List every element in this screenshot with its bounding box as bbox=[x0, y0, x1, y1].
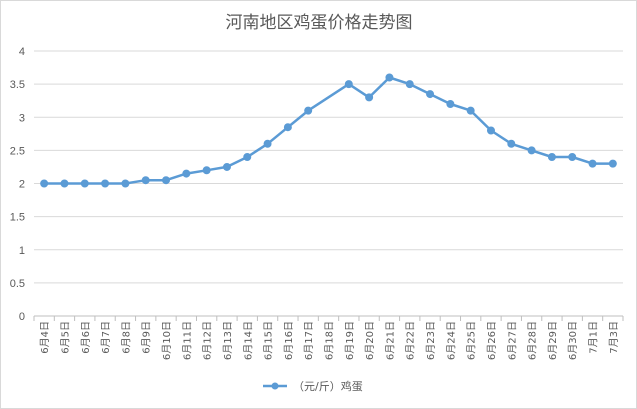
x-tick-label: 6月13日 bbox=[222, 321, 234, 360]
y-tick-label: 1.5 bbox=[10, 212, 25, 224]
x-tick-label: 7月1日 bbox=[588, 321, 600, 354]
x-tick-label: 6月4日 bbox=[39, 321, 51, 354]
x-tick-label: 6月8日 bbox=[120, 321, 132, 354]
data-point bbox=[466, 106, 475, 115]
legend-swatch-marker bbox=[271, 382, 279, 390]
legend-label: （元/斤）鸡蛋 bbox=[293, 379, 363, 393]
x-tick-label: 6月27日 bbox=[506, 321, 518, 360]
data-point bbox=[446, 100, 455, 108]
data-point bbox=[60, 179, 69, 188]
data-point bbox=[121, 179, 130, 188]
y-tick-label: 0.5 bbox=[10, 278, 25, 290]
x-tick-label: 6月25日 bbox=[466, 321, 478, 360]
x-tick-label: 6月28日 bbox=[527, 321, 539, 360]
data-point bbox=[40, 179, 49, 188]
data-point bbox=[243, 153, 252, 161]
x-axis-ticks: 6月4日 6月5日 6月6日 6月7日 6月8日 6月9日 6月10日 6月11日 6月12日 6… bbox=[39, 321, 620, 360]
data-point bbox=[426, 90, 435, 99]
x-tick-label: 6月24日 bbox=[445, 321, 457, 360]
x-tick-label: 6月5日 bbox=[59, 321, 71, 354]
data-point bbox=[486, 126, 495, 135]
chart-title: 河南地区鸡蛋价格走势图 bbox=[226, 13, 413, 33]
x-tick-label: 6月26日 bbox=[486, 321, 498, 360]
series-layer bbox=[40, 73, 617, 188]
x-tick-label: 6月30日 bbox=[567, 321, 579, 360]
x-tick-label: 6月29日 bbox=[547, 321, 559, 360]
data-point bbox=[527, 146, 536, 155]
x-tick-label: 6月17日 bbox=[303, 321, 315, 360]
x-tick-label: 6月19日 bbox=[344, 321, 356, 360]
x-tick-label: 6月16日 bbox=[283, 321, 295, 360]
x-tick-label: 6月14日 bbox=[242, 321, 254, 360]
data-point bbox=[263, 139, 272, 148]
x-tick-label: 6月15日 bbox=[263, 321, 275, 360]
data-point bbox=[141, 176, 150, 185]
data-point bbox=[80, 179, 89, 188]
data-point bbox=[344, 80, 353, 89]
y-tick-label: 4 bbox=[19, 46, 25, 58]
gridlines bbox=[34, 50, 623, 284]
y-tick-label: 1 bbox=[19, 245, 25, 257]
data-point bbox=[547, 153, 556, 161]
series-line bbox=[42, 76, 615, 185]
data-point bbox=[588, 159, 597, 168]
x-tick-label: 6月7日 bbox=[100, 321, 112, 354]
data-point bbox=[385, 73, 394, 82]
x-tick-label: 6月23日 bbox=[425, 321, 437, 360]
y-tick-label: 2 bbox=[19, 179, 25, 191]
x-tick-label: 7月3日 bbox=[608, 321, 620, 354]
data-point bbox=[568, 153, 577, 161]
x-tick-label: 6月11日 bbox=[181, 321, 193, 360]
data-point bbox=[182, 169, 191, 178]
data-point bbox=[162, 176, 171, 185]
y-axis-ticks: 0 0.5 1 1.5 2 2.5 3 3.5 4 bbox=[10, 46, 25, 323]
x-tick-label: 6月12日 bbox=[202, 321, 214, 360]
y-tick-label: 0 bbox=[19, 311, 25, 323]
data-point bbox=[202, 166, 211, 175]
data-point bbox=[507, 139, 516, 148]
x-tick-label: 6月10日 bbox=[161, 321, 173, 360]
x-tick-label: 6月20日 bbox=[364, 321, 376, 360]
data-point bbox=[304, 106, 313, 115]
legend[interactable]: （元/斤）鸡蛋 bbox=[263, 379, 363, 393]
data-point bbox=[405, 80, 414, 89]
y-tick-label: 3.5 bbox=[10, 79, 25, 91]
x-tick-label: 6月21日 bbox=[384, 321, 396, 360]
data-point bbox=[608, 159, 617, 168]
data-point bbox=[283, 123, 292, 132]
data-point bbox=[365, 93, 374, 102]
x-tick-label: 6月22日 bbox=[405, 321, 417, 360]
data-point bbox=[222, 162, 231, 171]
y-tick-label: 3 bbox=[19, 112, 25, 124]
x-axis bbox=[33, 315, 624, 321]
x-tick-label: 6月6日 bbox=[80, 321, 92, 354]
y-tick-label: 2.5 bbox=[10, 145, 25, 157]
x-tick-label: 6月9日 bbox=[141, 321, 153, 354]
data-point bbox=[101, 179, 110, 188]
x-tick-label: 6月18日 bbox=[324, 321, 336, 360]
